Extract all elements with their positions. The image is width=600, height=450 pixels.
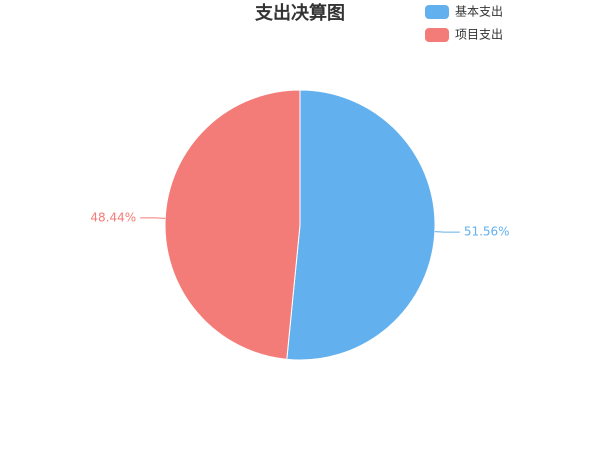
- chart-title: 支出决算图: [254, 2, 345, 24]
- legend-label: 项目支出: [455, 28, 503, 42]
- pie-slice: [164, 89, 301, 360]
- legend-swatch: [425, 28, 449, 42]
- data-label: 48.44%: [90, 210, 136, 224]
- pie-slice: [286, 89, 436, 361]
- legend-label: 基本支出: [455, 5, 503, 19]
- legend-swatch: [425, 5, 449, 19]
- data-label: 51.56%: [464, 225, 510, 239]
